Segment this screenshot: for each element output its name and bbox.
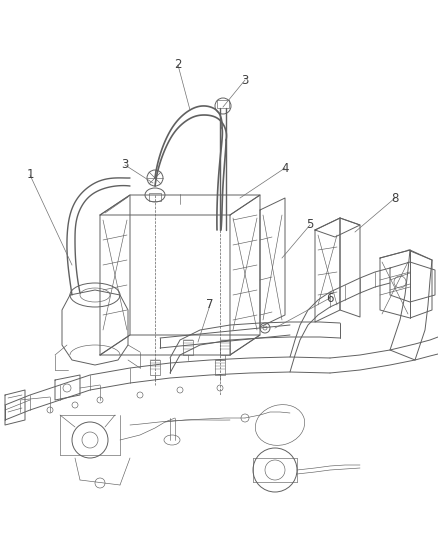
Bar (220, 340, 230, 355)
Text: 1: 1 (26, 168, 34, 182)
Text: 7: 7 (206, 298, 214, 311)
Text: 2: 2 (174, 59, 182, 71)
Bar (183, 340, 193, 355)
Bar (150, 360, 160, 375)
Bar (217, 100, 229, 108)
Text: 4: 4 (281, 161, 289, 174)
Text: 8: 8 (391, 191, 399, 205)
Bar (149, 193, 161, 201)
Text: 3: 3 (241, 74, 249, 86)
Text: 5: 5 (306, 219, 314, 231)
Text: 6: 6 (326, 292, 334, 304)
Text: 3: 3 (121, 158, 129, 172)
Bar (215, 360, 225, 375)
